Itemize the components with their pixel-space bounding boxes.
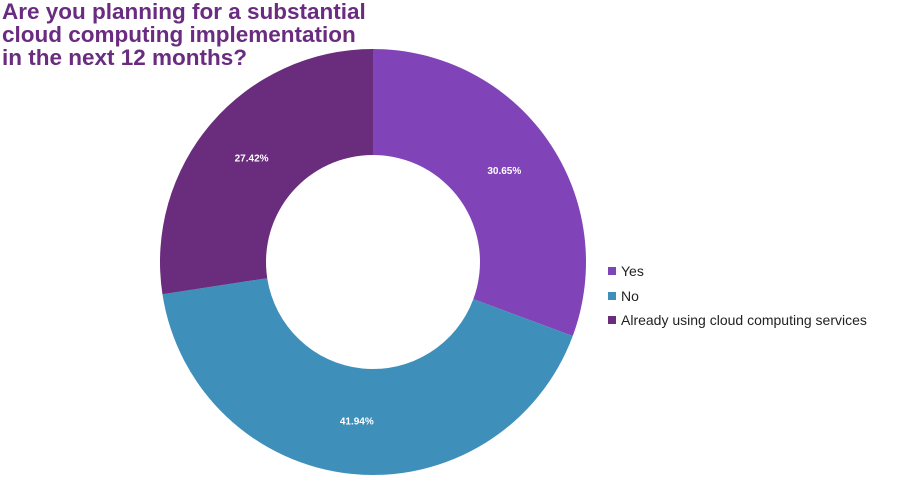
chart-legend: Yes No Already using cloud computing ser… — [608, 259, 867, 333]
donut-slice-yes — [373, 49, 587, 336]
legend-swatch-no — [608, 291, 616, 300]
legend-swatch-yes — [608, 267, 616, 276]
chart-title-line-3: in the next 12 months? — [2, 45, 248, 70]
legend-swatch-already-using — [608, 316, 616, 325]
donut-slice-no — [162, 278, 573, 476]
data-label-yes: 30.65% — [487, 166, 521, 177]
chart-title-line-1: Are you planning for a substantial — [2, 0, 366, 24]
legend-item-yes: Yes — [608, 259, 867, 284]
chart-title-line-2: cloud computing implementation — [2, 22, 356, 47]
legend-label-no: No — [621, 287, 639, 304]
legend-item-no: No — [608, 284, 867, 309]
chart-title: Are you planning for a substantial cloud… — [2, 0, 366, 69]
legend-item-already-using: Already using cloud computing services — [608, 308, 867, 333]
legend-label-yes: Yes — [621, 263, 644, 280]
data-label-no: 41.94% — [340, 417, 374, 428]
data-label-already-using: 27.42% — [235, 153, 269, 164]
donut-slice-already-using — [160, 49, 373, 295]
legend-label-already-using: Already using cloud computing services — [621, 312, 867, 329]
